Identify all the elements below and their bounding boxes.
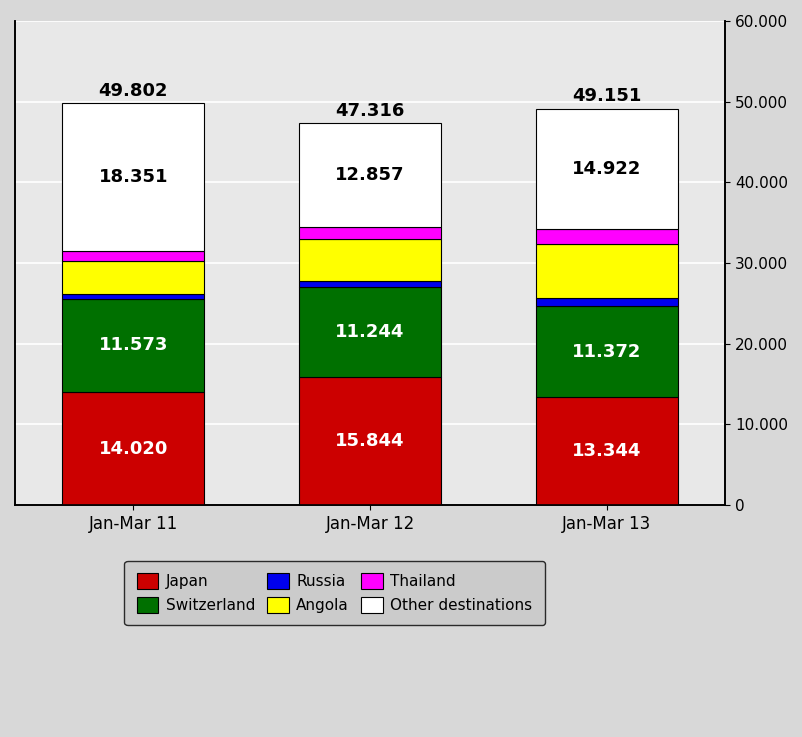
Bar [298, 281, 440, 287]
Bar [535, 397, 677, 505]
Bar [298, 123, 440, 227]
Bar [63, 103, 205, 251]
Bar [63, 392, 205, 505]
Text: 12.857: 12.857 [335, 167, 404, 184]
Text: 18.351: 18.351 [99, 168, 168, 186]
Text: 49.802: 49.802 [99, 82, 168, 100]
Legend: Japan, Switzerland, Russia, Angola, Thailand, Other destinations: Japan, Switzerland, Russia, Angola, Thai… [124, 561, 544, 625]
Bar [63, 251, 205, 261]
Bar [535, 244, 677, 298]
Text: 11.573: 11.573 [99, 336, 168, 354]
Bar [298, 239, 440, 281]
Bar [535, 298, 677, 306]
Text: 11.244: 11.244 [335, 323, 404, 341]
Bar [298, 287, 440, 377]
Bar [63, 261, 205, 294]
Text: 15.844: 15.844 [335, 432, 404, 450]
Bar [298, 377, 440, 505]
Bar [535, 306, 677, 397]
Text: 49.151: 49.151 [571, 87, 641, 105]
Text: 14.922: 14.922 [571, 160, 641, 178]
Bar [535, 229, 677, 244]
Text: 11.372: 11.372 [571, 343, 641, 360]
Text: 47.316: 47.316 [335, 102, 404, 120]
Bar [63, 298, 205, 392]
Bar [298, 227, 440, 239]
Bar [63, 294, 205, 298]
Text: 14.020: 14.020 [99, 439, 168, 458]
Text: 13.344: 13.344 [571, 442, 641, 461]
Bar [535, 108, 677, 229]
